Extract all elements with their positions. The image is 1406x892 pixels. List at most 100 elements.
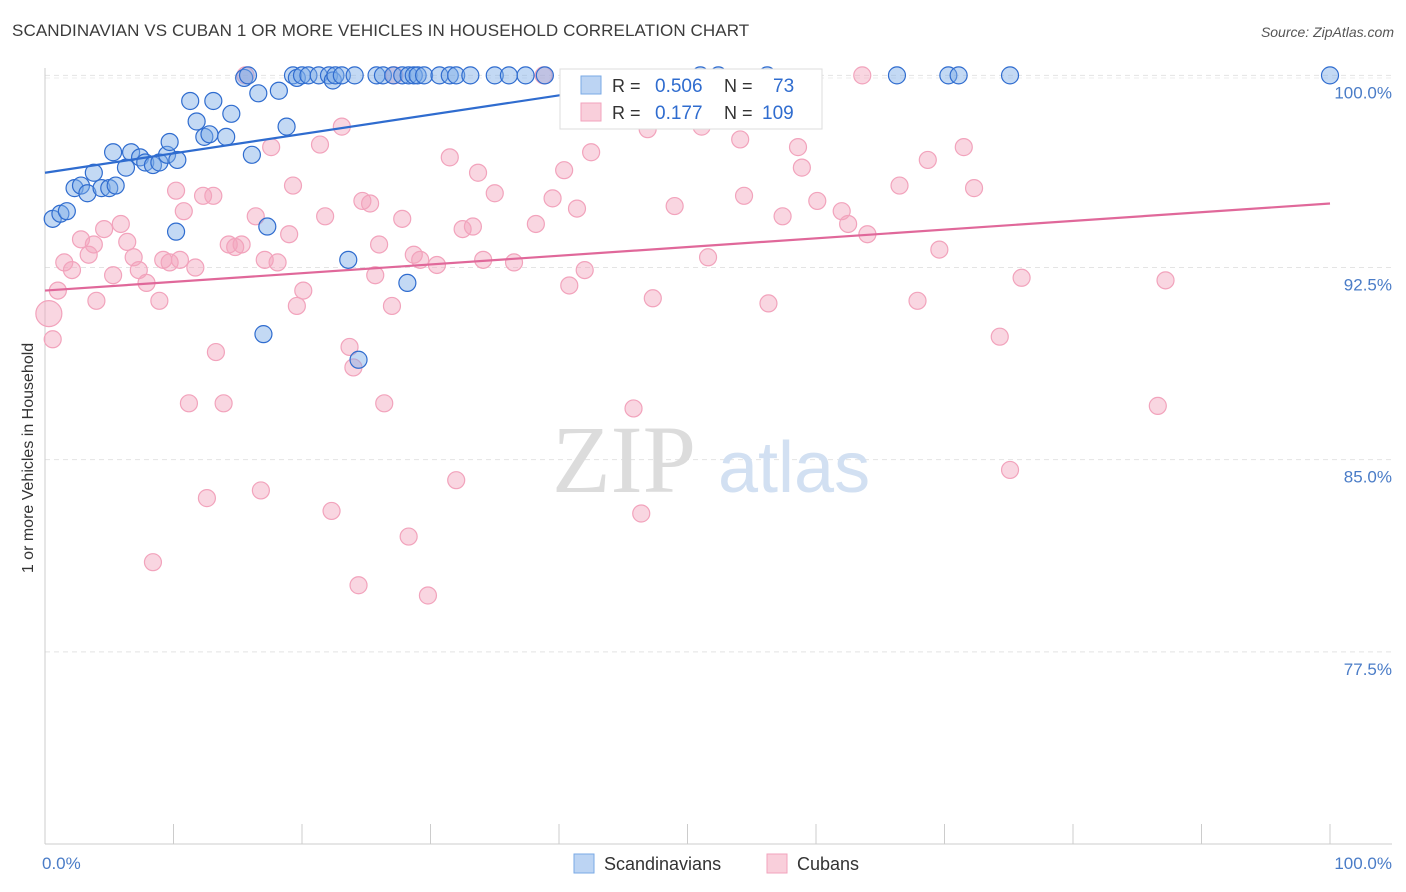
data-point bbox=[890, 176, 909, 195]
data-point bbox=[1148, 396, 1167, 415]
watermark-atlas: atlas bbox=[718, 428, 870, 508]
x-tick-label-max: 100.0% bbox=[1334, 854, 1392, 873]
data-point bbox=[35, 300, 63, 328]
data-point bbox=[150, 291, 169, 310]
series-scandinavians bbox=[43, 66, 1340, 369]
data-point bbox=[316, 207, 335, 226]
data-point bbox=[204, 91, 223, 111]
stats-box: R = 0.506 N = 73 R = 0.177 N = 109 bbox=[559, 68, 823, 130]
data-point bbox=[560, 276, 579, 295]
data-point bbox=[535, 66, 554, 85]
legend-swatch-cubans bbox=[766, 853, 788, 874]
data-point bbox=[954, 138, 973, 157]
data-point bbox=[200, 125, 219, 144]
data-point bbox=[447, 471, 466, 490]
stats-r-label-1: R = bbox=[612, 76, 641, 96]
data-point bbox=[179, 394, 199, 413]
data-point bbox=[55, 253, 74, 272]
data-point bbox=[322, 501, 341, 521]
data-point bbox=[543, 189, 562, 208]
data-point bbox=[197, 489, 217, 508]
data-point bbox=[382, 296, 402, 316]
data-point bbox=[111, 214, 130, 234]
data-point bbox=[734, 186, 754, 205]
data-point bbox=[414, 66, 434, 85]
data-point bbox=[908, 291, 927, 310]
data-point bbox=[206, 342, 226, 362]
stats-r-scandinavians: 0.506 bbox=[655, 76, 703, 97]
data-point bbox=[808, 191, 827, 211]
legend-swatch-scandinavians bbox=[573, 853, 595, 874]
data-point bbox=[174, 202, 193, 221]
stats-n-scandinavians: 73 bbox=[773, 76, 794, 97]
y-tick-label: 92.5% bbox=[1344, 276, 1392, 295]
data-point bbox=[62, 260, 82, 280]
stats-n-cubans: 109 bbox=[762, 103, 794, 124]
data-point bbox=[204, 186, 223, 205]
data-point bbox=[262, 138, 281, 157]
stats-r-label-2: R = bbox=[612, 103, 641, 123]
data-point bbox=[632, 504, 651, 523]
data-point bbox=[370, 235, 389, 254]
data-point bbox=[440, 66, 459, 85]
data-point bbox=[485, 66, 504, 85]
data-point bbox=[918, 150, 937, 170]
data-point bbox=[242, 145, 261, 164]
legend-label-cubans: Cubans bbox=[797, 854, 859, 874]
data-point bbox=[839, 214, 858, 234]
data-point bbox=[78, 184, 97, 203]
data-point bbox=[440, 148, 459, 167]
data-point bbox=[87, 291, 106, 310]
data-point bbox=[150, 153, 169, 172]
data-point bbox=[299, 66, 318, 85]
stats-swatch-cubans bbox=[580, 102, 602, 122]
data-point bbox=[166, 181, 186, 200]
trend-line-cubans bbox=[44, 202, 1331, 292]
data-point bbox=[217, 127, 236, 146]
data-point bbox=[283, 176, 303, 195]
data-point bbox=[57, 202, 76, 221]
y-tick-label: 77.5% bbox=[1344, 660, 1392, 679]
data-point bbox=[468, 163, 488, 182]
data-point bbox=[349, 576, 368, 595]
data-point bbox=[408, 66, 427, 85]
data-point bbox=[1000, 66, 1020, 85]
data-point bbox=[964, 179, 984, 198]
data-point bbox=[166, 222, 186, 241]
data-point bbox=[280, 225, 299, 244]
data-point bbox=[143, 553, 163, 572]
y-tick-label: 85.0% bbox=[1344, 468, 1392, 487]
data-point bbox=[168, 150, 187, 170]
watermark: ZIP atlas bbox=[552, 406, 870, 513]
legend-label-scandinavians: Scandinavians bbox=[604, 854, 721, 874]
data-point bbox=[792, 158, 811, 177]
data-point bbox=[393, 209, 412, 228]
data-point bbox=[251, 481, 270, 500]
data-point bbox=[195, 127, 214, 146]
data-point bbox=[349, 350, 368, 369]
data-point bbox=[287, 296, 306, 316]
data-point bbox=[698, 248, 718, 267]
chart-title: SCANDINAVIAN VS CUBAN 1 OR MORE VEHICLES… bbox=[12, 21, 750, 40]
data-point bbox=[326, 66, 345, 85]
data-point bbox=[930, 240, 949, 259]
data-point bbox=[345, 66, 364, 85]
data-point bbox=[582, 143, 601, 162]
data-point bbox=[1000, 460, 1020, 480]
data-point bbox=[418, 586, 438, 605]
data-point bbox=[232, 235, 251, 254]
data-point bbox=[160, 132, 179, 152]
data-point bbox=[575, 260, 594, 280]
data-point bbox=[461, 66, 480, 85]
axes bbox=[44, 68, 1392, 845]
data-point bbox=[238, 66, 258, 85]
y-tick-label: 100.0% bbox=[1334, 83, 1392, 102]
data-point bbox=[485, 184, 504, 203]
data-point bbox=[555, 161, 574, 180]
data-point bbox=[340, 337, 359, 357]
data-point bbox=[214, 394, 233, 413]
legend: Scandinavians Cubans bbox=[573, 853, 859, 874]
data-point bbox=[361, 194, 380, 213]
data-point bbox=[268, 253, 287, 272]
